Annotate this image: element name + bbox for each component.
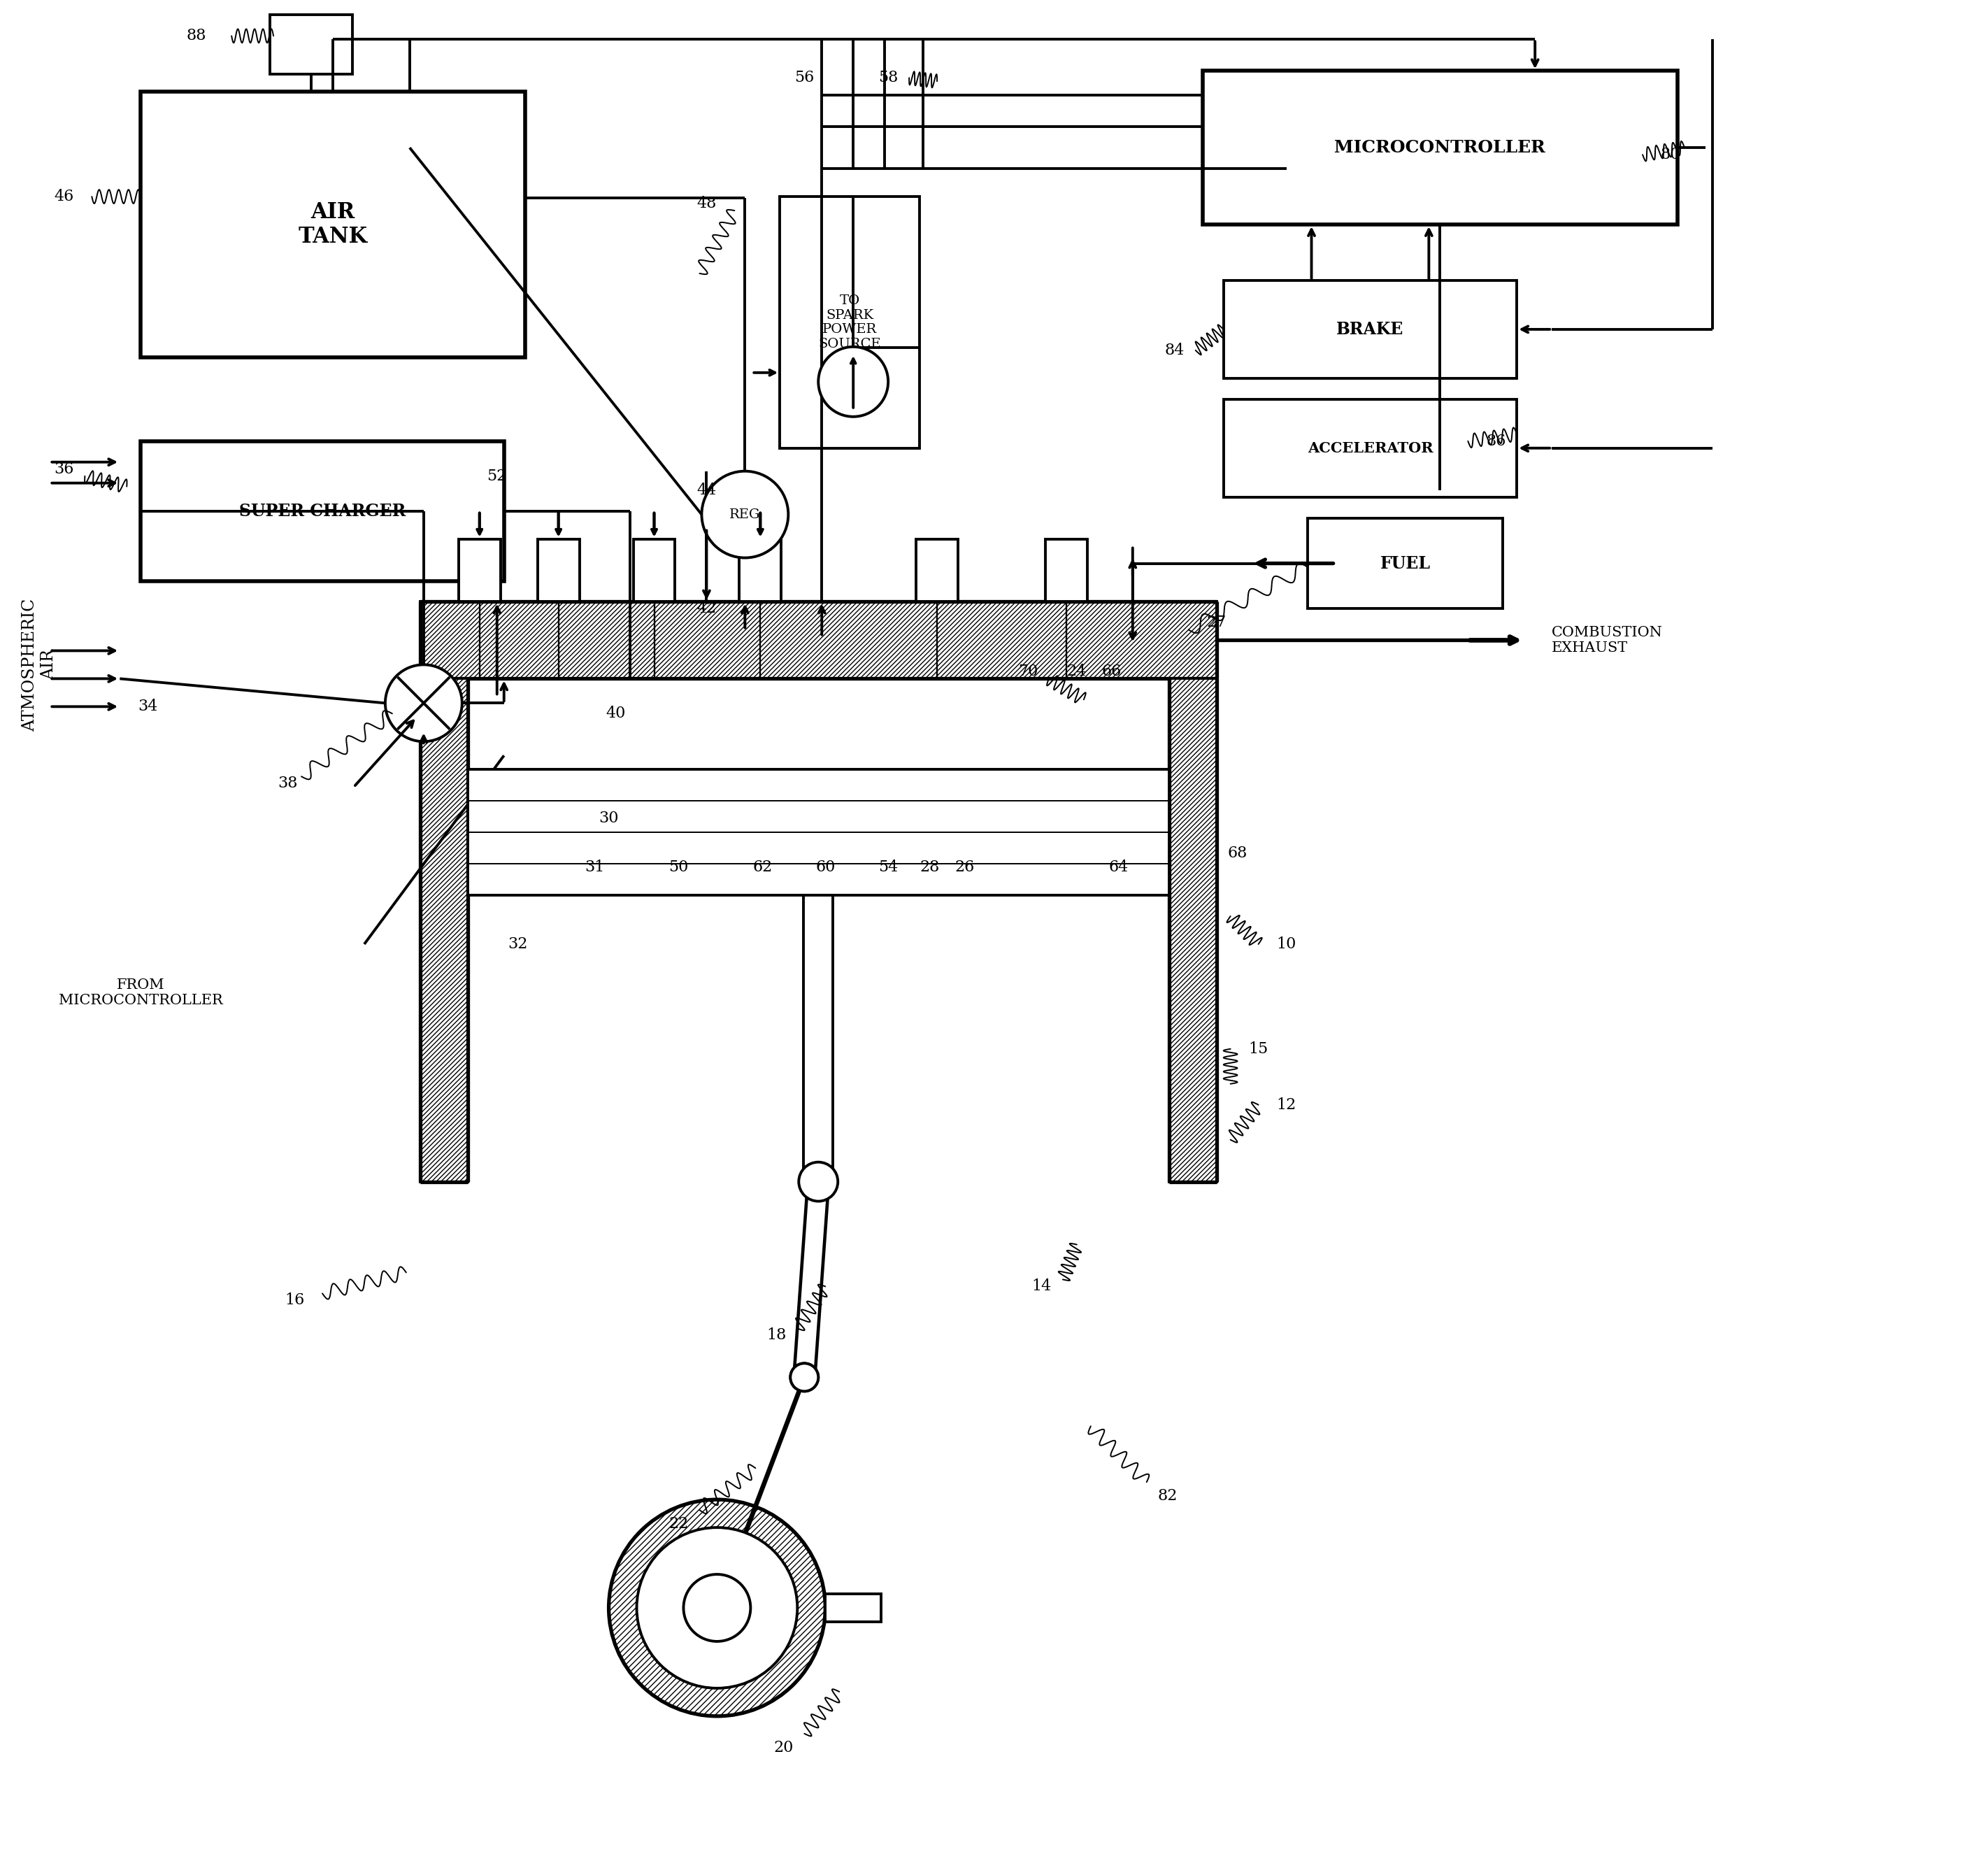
Text: 86: 86 bbox=[1485, 433, 1505, 448]
Text: 36: 36 bbox=[54, 461, 74, 476]
Text: 27: 27 bbox=[1207, 615, 1227, 630]
Bar bbox=[537, 538, 579, 602]
Text: 68: 68 bbox=[1227, 846, 1246, 861]
Text: ATMOSPHERIC
AIR: ATMOSPHERIC AIR bbox=[22, 598, 58, 731]
Circle shape bbox=[702, 471, 789, 557]
Circle shape bbox=[684, 1575, 751, 1641]
Bar bbox=[467, 769, 1169, 894]
Text: 18: 18 bbox=[767, 1328, 787, 1342]
Text: 20: 20 bbox=[773, 1740, 793, 1755]
Text: FUEL: FUEL bbox=[1380, 555, 1429, 572]
Text: 40: 40 bbox=[606, 705, 626, 722]
Text: 10: 10 bbox=[1276, 936, 1296, 953]
Bar bbox=[141, 441, 505, 581]
Text: 28: 28 bbox=[920, 859, 940, 876]
Circle shape bbox=[386, 664, 461, 741]
Bar bbox=[825, 1594, 881, 1622]
Bar bbox=[1046, 538, 1087, 602]
Circle shape bbox=[799, 1162, 837, 1202]
Text: 64: 64 bbox=[1109, 859, 1129, 876]
Text: 82: 82 bbox=[1157, 1489, 1177, 1504]
Bar bbox=[740, 538, 781, 602]
Text: TO
SPARK
POWER
SOURCE: TO SPARK POWER SOURCE bbox=[819, 294, 881, 351]
Text: 58: 58 bbox=[879, 69, 899, 86]
Text: 80: 80 bbox=[1660, 146, 1680, 163]
Bar bbox=[916, 538, 958, 602]
Circle shape bbox=[636, 1528, 797, 1688]
Bar bbox=[779, 197, 920, 448]
Circle shape bbox=[791, 1363, 819, 1391]
Text: 60: 60 bbox=[815, 859, 835, 876]
Text: 52: 52 bbox=[487, 469, 507, 484]
Text: 31: 31 bbox=[584, 859, 604, 876]
Bar bbox=[270, 15, 352, 75]
Text: 22: 22 bbox=[668, 1517, 688, 1532]
Text: COMBUSTION
EXHAUST: COMBUSTION EXHAUST bbox=[1553, 626, 1662, 654]
Text: MICROCONTROLLER: MICROCONTROLLER bbox=[1334, 139, 1545, 156]
Text: 34: 34 bbox=[137, 699, 157, 714]
Text: 30: 30 bbox=[598, 810, 618, 827]
Text: 56: 56 bbox=[795, 69, 815, 86]
Text: 44: 44 bbox=[696, 482, 716, 497]
Bar bbox=[141, 92, 525, 358]
Bar bbox=[419, 602, 1217, 679]
Bar bbox=[1308, 518, 1503, 609]
Circle shape bbox=[608, 1500, 825, 1716]
Bar bbox=[1169, 679, 1217, 1181]
Text: 54: 54 bbox=[879, 859, 899, 876]
Text: REG: REG bbox=[730, 508, 761, 521]
Bar bbox=[1223, 281, 1517, 379]
Text: 15: 15 bbox=[1248, 1041, 1268, 1058]
Bar bbox=[1203, 71, 1678, 225]
Text: 50: 50 bbox=[668, 859, 688, 876]
Text: 42: 42 bbox=[696, 602, 716, 617]
Text: 84: 84 bbox=[1165, 343, 1185, 358]
Text: ACCELERATOR: ACCELERATOR bbox=[1308, 441, 1433, 456]
Bar bbox=[634, 538, 676, 602]
Text: 12: 12 bbox=[1276, 1097, 1296, 1112]
Text: 16: 16 bbox=[284, 1292, 304, 1309]
Text: 32: 32 bbox=[509, 936, 529, 953]
Text: AIR
TANK: AIR TANK bbox=[298, 201, 368, 248]
Text: 24: 24 bbox=[1068, 664, 1087, 679]
Text: FROM
MICROCONTROLLER: FROM MICROCONTROLLER bbox=[60, 979, 223, 1007]
Circle shape bbox=[791, 1363, 819, 1391]
Text: 14: 14 bbox=[1032, 1279, 1052, 1294]
Text: SUPER CHARGER: SUPER CHARGER bbox=[239, 503, 406, 519]
Bar bbox=[419, 679, 467, 1181]
Bar bbox=[1223, 399, 1517, 497]
Text: BRAKE: BRAKE bbox=[1336, 321, 1404, 338]
Bar bbox=[459, 538, 501, 602]
Bar bbox=[803, 894, 833, 1181]
Text: 46: 46 bbox=[54, 189, 74, 204]
Circle shape bbox=[819, 347, 889, 416]
Text: 66: 66 bbox=[1101, 664, 1121, 679]
Text: 70: 70 bbox=[1018, 664, 1038, 679]
Text: 26: 26 bbox=[954, 859, 974, 876]
Text: 38: 38 bbox=[278, 776, 298, 791]
Text: 48: 48 bbox=[696, 195, 716, 212]
Text: 62: 62 bbox=[753, 859, 771, 876]
Text: 88: 88 bbox=[187, 28, 207, 43]
